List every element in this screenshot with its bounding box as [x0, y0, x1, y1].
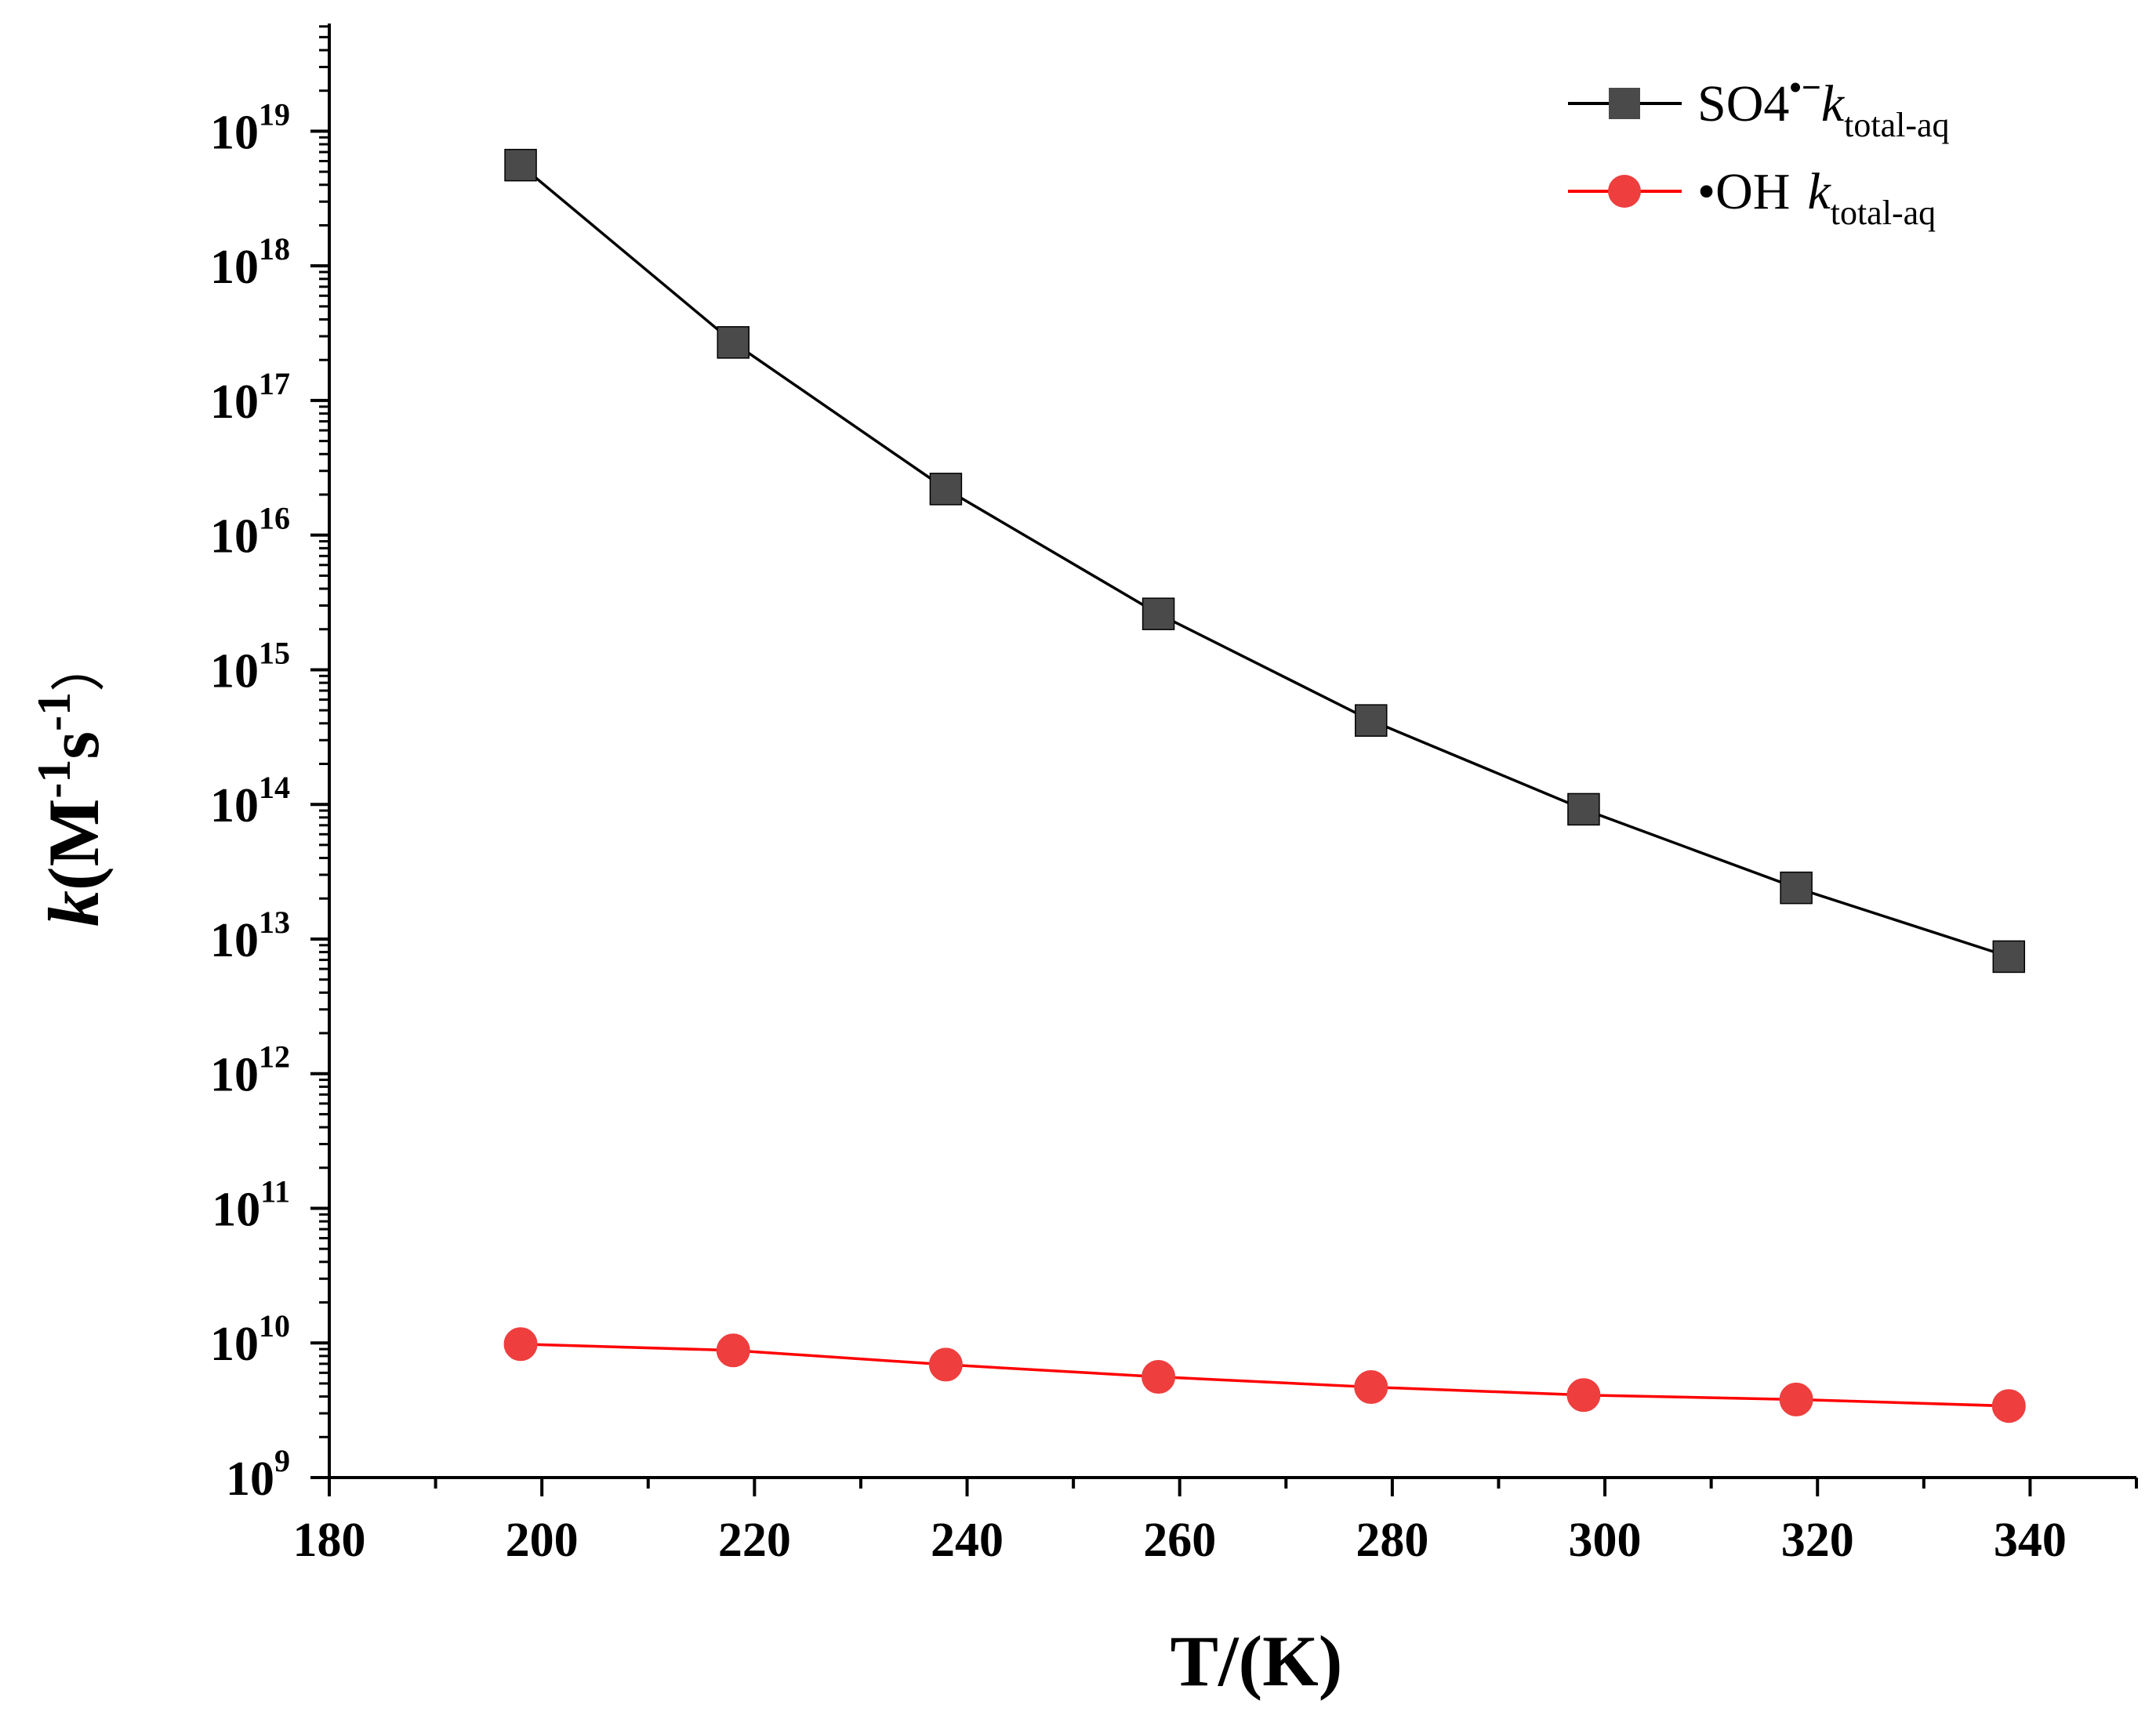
- y-tick-label: 1016: [210, 501, 290, 564]
- y-tick-label: 1018: [210, 231, 290, 294]
- legend: SO4•−ktotal-aq •OH ktotal-aq: [1568, 68, 1950, 232]
- legend-entry: •OH ktotal-aq: [1568, 163, 1936, 232]
- data-point-square: [929, 473, 963, 506]
- data-point-square: [1992, 940, 2026, 974]
- data-point-square: [717, 326, 750, 359]
- series-line: [521, 1343, 2009, 1408]
- y-tick-label: 1015: [210, 635, 290, 698]
- x-tick-label: 180: [293, 1514, 366, 1567]
- data-point-circle: [1566, 1378, 1601, 1413]
- data-point-square: [1355, 704, 1388, 737]
- data-point-square: [504, 148, 537, 182]
- series-so4: [504, 148, 2026, 974]
- x-tick-label: 220: [718, 1514, 791, 1567]
- axes: 180 200 220 240 260 280 300 320 340 109 1010 1011 10…: [210, 24, 2138, 1567]
- axis-titles: T/(K) k(M-1s-1）: [28, 637, 1342, 1701]
- y-axis-title: k(M-1s-1）: [28, 637, 114, 927]
- data-point-circle: [716, 1333, 750, 1368]
- x-tick-label: 320: [1781, 1514, 1854, 1567]
- y-tick-label: 1017: [210, 366, 290, 429]
- data-point-square: [1142, 597, 1175, 630]
- legend-marker-square: [1609, 88, 1640, 119]
- data-point-circle: [1354, 1370, 1388, 1405]
- legend-entry: SO4•−ktotal-aq: [1568, 68, 1950, 144]
- y-tick-label: 1014: [210, 770, 290, 832]
- y-tick-label: 1011: [212, 1173, 290, 1236]
- y-tick-label: 1019: [210, 96, 290, 159]
- x-tick-label: 340: [1994, 1514, 2067, 1567]
- legend-label: •OH ktotal-aq: [1697, 163, 1936, 232]
- data-point-circle: [503, 1327, 538, 1362]
- data-point-circle: [1991, 1389, 2026, 1423]
- y-tick-label: 1010: [210, 1308, 290, 1371]
- series-layer: [503, 148, 2026, 1423]
- x-tick-label: 240: [931, 1514, 1004, 1567]
- x-tick-label: 260: [1143, 1514, 1216, 1567]
- series-oh: [503, 1327, 2026, 1423]
- data-point-circle: [928, 1347, 963, 1382]
- data-point-circle: [1142, 1359, 1176, 1394]
- x-tick-label: 300: [1569, 1514, 1642, 1567]
- y-tick-label: 109: [226, 1443, 290, 1506]
- x-axis-title: T/(K): [1171, 1621, 1343, 1701]
- x-tick-label: 200: [506, 1514, 579, 1567]
- series-line: [519, 164, 2009, 959]
- data-point-circle: [1779, 1382, 1813, 1416]
- y-tick-label: 1012: [210, 1039, 290, 1102]
- legend-label: SO4•−ktotal-aq: [1697, 68, 1950, 144]
- data-point-square: [1567, 792, 1600, 826]
- x-tick-label: 280: [1356, 1514, 1428, 1567]
- data-point-square: [1780, 871, 1813, 905]
- legend-marker-circle: [1608, 175, 1641, 208]
- y-tick-label: 1013: [210, 905, 290, 967]
